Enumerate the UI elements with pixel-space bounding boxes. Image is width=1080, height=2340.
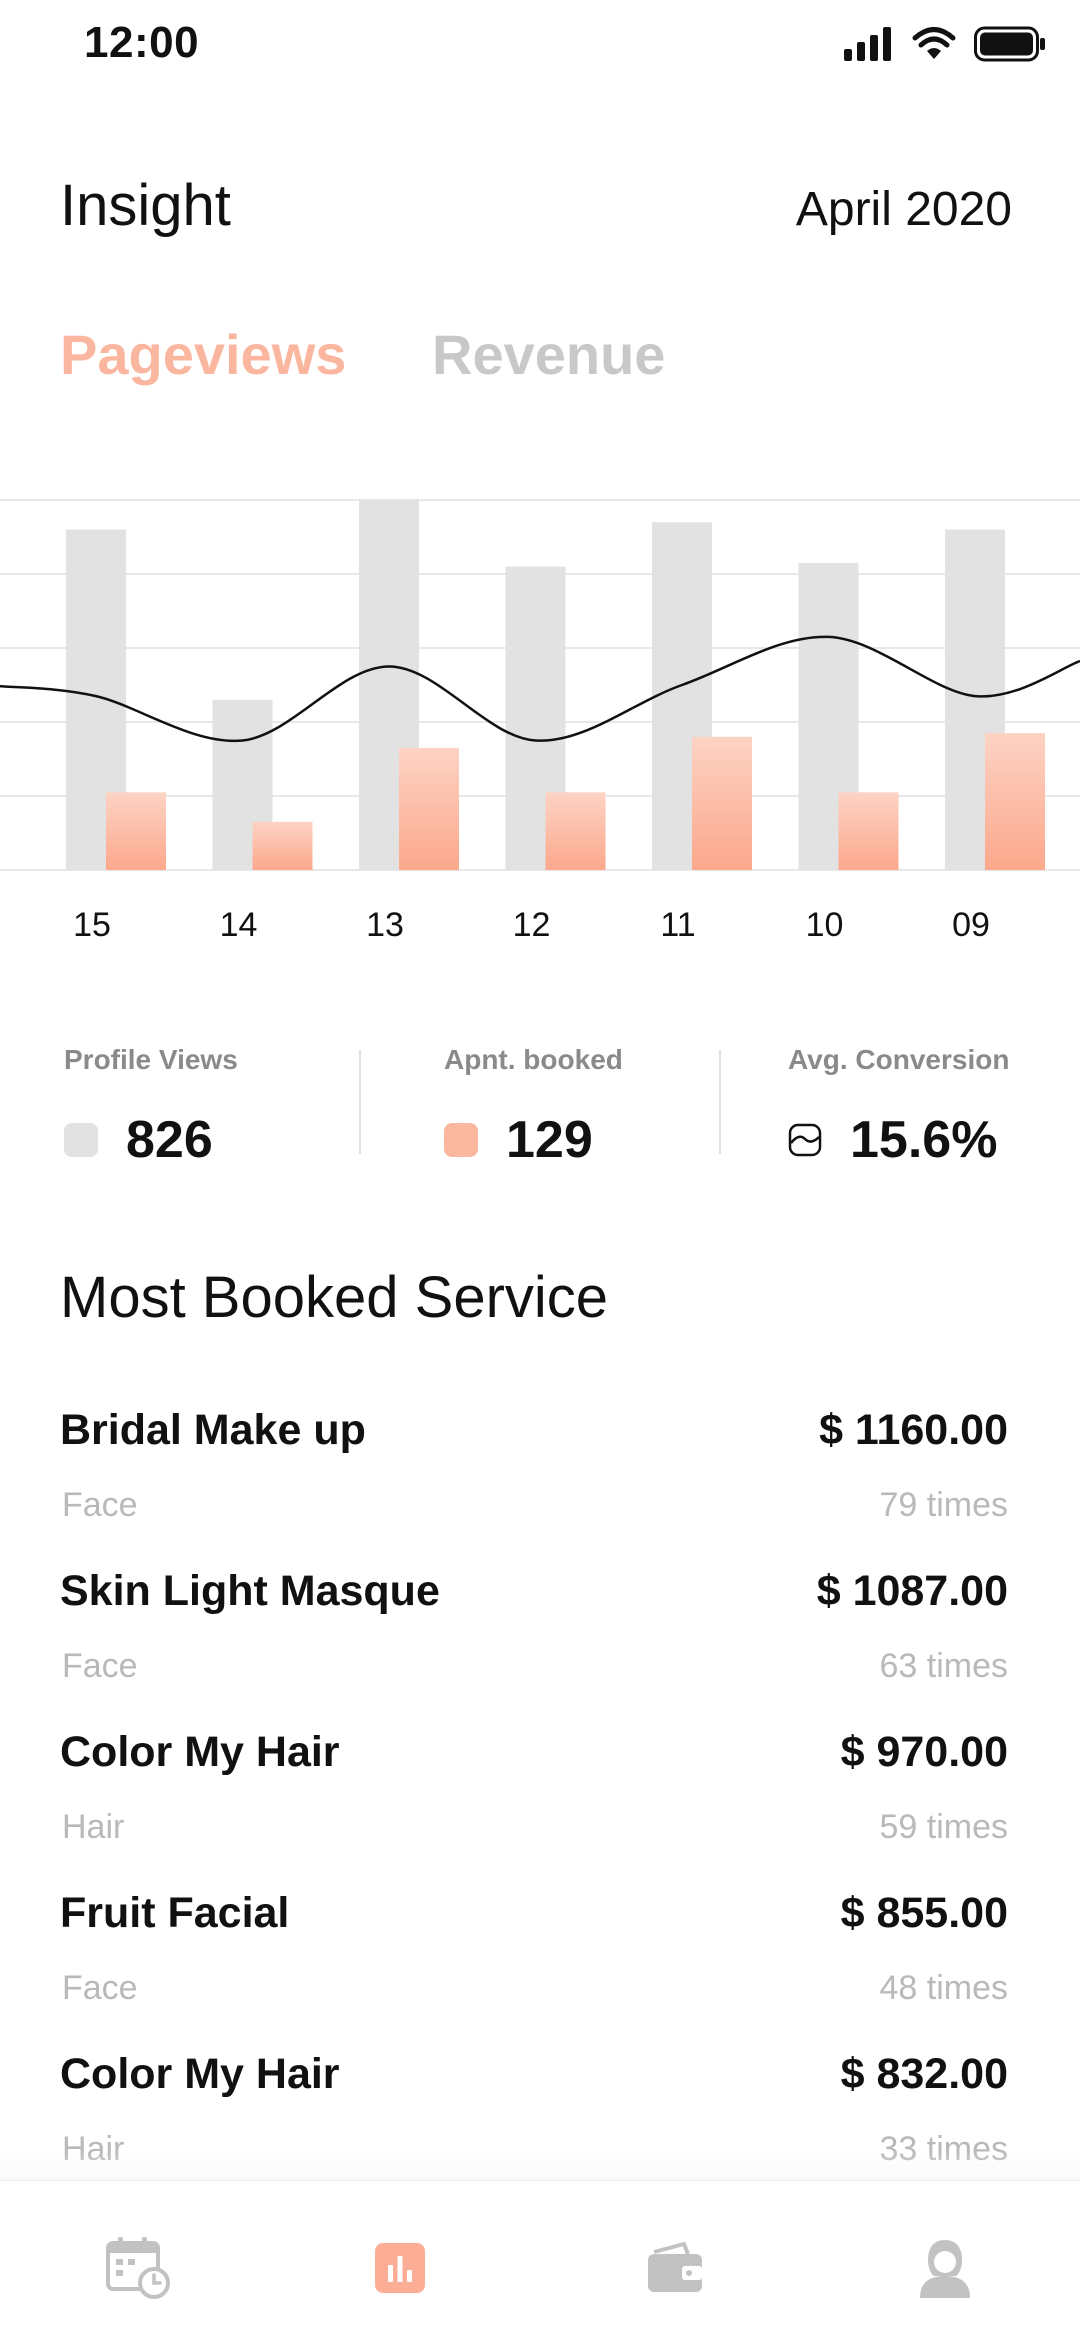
signal-icon [844,27,891,61]
bar-appointments [545,792,606,870]
stat-profile-views: Profile Views 826 [64,1044,238,1170]
stat-label: Profile Views [64,1044,238,1075]
nav-profile[interactable] [910,2233,980,2303]
x-tick-label: 09 [952,906,990,944]
x-tick-label: 11 [660,906,695,944]
chart-grid [0,499,1080,871]
status-icons [844,22,1046,66]
month-selector[interactable]: April 2020 [795,183,1012,236]
service-price: $ 970.00 [840,1728,1008,1776]
stat-value: 826 [126,1111,213,1169]
peach-square-icon [444,1123,478,1157]
service-price: $ 1087.00 [816,1567,1008,1615]
nav-insights[interactable] [365,2233,435,2303]
stat-divider [359,1050,361,1154]
list-item[interactable]: Color My Hair $ 970.00 Hair 59 times [60,1716,1008,1877]
stat-value: 129 [506,1111,593,1169]
list-item[interactable]: Skin Light Masque $ 1087.00 Face 63 time… [60,1555,1008,1716]
service-name: Fruit Facial [60,1889,290,1937]
x-tick-label: 15 [73,906,111,944]
chart-line [0,635,1080,743]
section-title: Most Booked Service [60,1265,609,1330]
service-list: Bridal Make up $ 1160.00 Face 79 times S… [60,1394,1008,2199]
bottom-nav [0,2180,1080,2340]
bar-appointments [692,736,752,870]
status-time: 12:00 [84,18,200,67]
wallet-icon [648,2242,702,2292]
chart-x-labels: 15 14 13 12 11 10 09 [73,906,990,944]
battery-icon [974,26,1045,62]
service-name: Skin Light Masque [60,1567,440,1615]
stat-value: 15.6% [850,1111,998,1169]
service-price: $ 1160.00 [819,1406,1008,1454]
x-tick-label: 12 [513,906,551,944]
service-category: Face [62,1647,138,1685]
calendar-clock-icon [106,2237,170,2299]
service-category: Face [62,1969,138,2007]
line-avg-conversion [0,635,1080,743]
nav-calendar[interactable] [104,2233,174,2303]
wifi-icon [912,27,956,59]
x-tick-label: 10 [806,906,844,944]
bar-chart-icon [375,2243,425,2293]
service-count: 79 times [879,1486,1009,1524]
nav-wallet[interactable] [640,2233,710,2303]
line-legend-icon [788,1123,822,1157]
pageviews-chart: 15 14 13 12 11 10 09 [0,499,1080,944]
stat-appointments-booked: Apnt. booked 129 [444,1044,623,1170]
bar-appointments [985,733,1045,870]
service-count: 59 times [879,1808,1009,1846]
stat-avg-conversion: Avg. Conversion 15.6% [788,1044,1009,1170]
service-price: $ 832.00 [840,2050,1008,2098]
gray-square-icon [64,1123,98,1157]
stat-label: Apnt. booked [444,1044,623,1075]
stat-divider [719,1050,721,1154]
service-name: Color My Hair [60,1728,340,1776]
service-count: 48 times [879,1969,1009,2007]
service-name: Color My Hair [60,2050,340,2098]
status-bar: 12:00 [0,0,1080,90]
user-icon [920,2240,970,2298]
chart-bars [66,500,1045,870]
bar-appointments [106,792,166,870]
service-price: $ 855.00 [840,1889,1008,1937]
x-tick-label: 14 [220,906,258,944]
list-item[interactable]: Fruit Facial $ 855.00 Face 48 times [60,1877,1008,2038]
service-category: Face [62,1486,138,1524]
stat-label: Avg. Conversion [788,1044,1010,1075]
service-category: Hair [62,1808,125,1846]
x-tick-label: 13 [366,906,404,944]
bar-appointments [399,747,459,870]
list-item[interactable]: Color My Hair $ 832.00 Hair 33 times [60,2038,1008,2199]
tab-revenue[interactable]: Revenue [432,323,666,386]
bar-appointments [838,792,899,870]
tab-pageviews[interactable]: Pageviews [60,323,347,386]
page-title: Insight [60,173,231,238]
bar-appointments [252,821,313,870]
service-count: 63 times [879,1647,1009,1685]
service-name: Bridal Make up [60,1406,366,1454]
list-item[interactable]: Bridal Make up $ 1160.00 Face 79 times [60,1394,1008,1555]
